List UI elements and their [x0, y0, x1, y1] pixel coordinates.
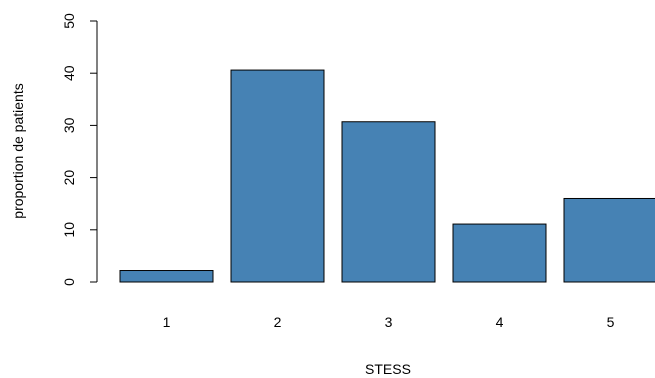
y-tick-label: 0 — [61, 278, 77, 286]
y-tick-label: 20 — [61, 170, 77, 186]
y-tick-label: 40 — [61, 65, 77, 81]
bar — [230, 69, 325, 283]
x-tick-label: 5 — [607, 314, 615, 330]
y-tick-label: 30 — [61, 117, 77, 133]
bar — [341, 121, 436, 283]
y-axis-label: proportion de patients — [10, 83, 26, 218]
x-tick-label: 2 — [274, 314, 282, 330]
bar — [563, 197, 655, 283]
y-tick-label: 50 — [61, 13, 77, 29]
bar — [452, 223, 547, 283]
bars-group — [119, 69, 655, 283]
x-axis-label: STESS — [365, 361, 411, 377]
bar — [119, 270, 214, 283]
y-tick-label: 10 — [61, 222, 77, 238]
x-tick-label: 4 — [496, 314, 504, 330]
x-tick-label: 3 — [385, 314, 393, 330]
x-tick-labels: 1 2 3 4 5 — [163, 314, 615, 330]
x-tick-label: 1 — [163, 314, 171, 330]
y-axis: 0 10 20 30 40 50 — [61, 13, 98, 286]
